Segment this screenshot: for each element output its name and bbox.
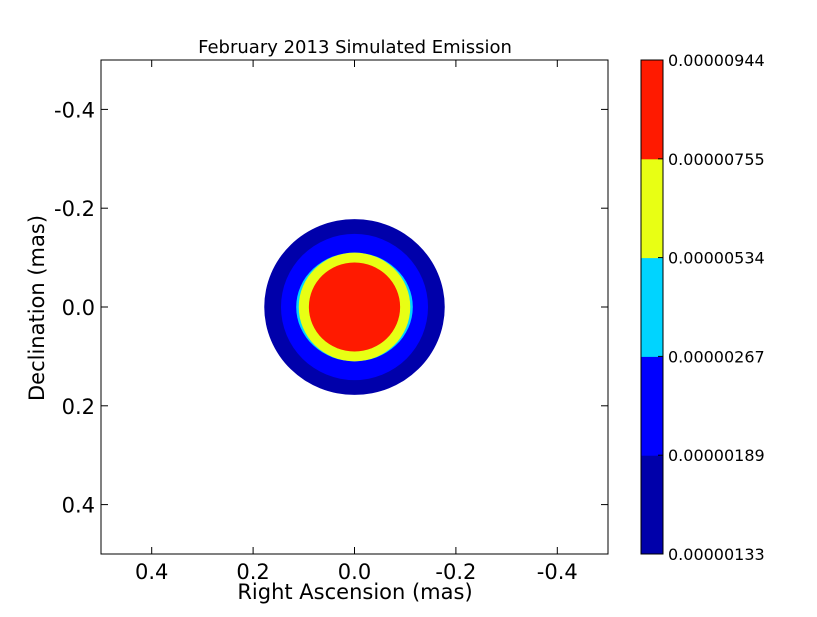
x-tick-label: -0.2 (435, 560, 476, 584)
y-tick-label: 0.0 (62, 296, 95, 320)
y-tick-label: -0.4 (54, 98, 95, 122)
x-tick-label: 0.0 (338, 560, 371, 584)
colorbar-tick-label: 0.00000534 (668, 249, 765, 268)
colorbar-tick-label: 0.00000267 (668, 347, 765, 366)
x-tick-label: 0.4 (135, 560, 168, 584)
x-tick-label: 0.2 (236, 560, 269, 584)
colorbar-tick-label: 0.00000944 (668, 51, 765, 70)
colorbar-tick-label: 0.00000133 (668, 545, 765, 564)
y-tick-label: 0.4 (62, 494, 95, 518)
colorbar-segment (641, 257, 663, 357)
colorbar: 0.00000133 0.00000189 0.00000267 0.00000534… (640, 51, 765, 564)
chart-title: February 2013 Simulated Emission (198, 37, 512, 58)
x-axis-ticks: 0.4 0.2 0.0 -0.2 -0.4 (135, 60, 578, 584)
colorbar-segment (641, 455, 663, 555)
y-axis-ticks: -0.4 -0.2 0.0 0.2 0.4 (54, 98, 608, 518)
colorbar-segment (641, 60, 663, 160)
colorbar-segment (641, 356, 663, 456)
colorbar-segment (641, 158, 663, 259)
x-tick-label: -0.4 (537, 560, 578, 584)
colorbar-frame (640, 59, 664, 555)
y-tick-label: 0.2 (62, 395, 95, 419)
colorbar-tick-label: 0.00000189 (668, 446, 765, 465)
colorbar-tick-label: 0.00000755 (668, 150, 765, 169)
y-axis-label: Declination (mas) (25, 215, 49, 401)
contour-level-4 (308, 262, 401, 352)
plot-area (100, 59, 609, 555)
x-axis-label: Right Ascension (mas) (237, 580, 472, 604)
y-tick-label: -0.2 (54, 197, 95, 221)
